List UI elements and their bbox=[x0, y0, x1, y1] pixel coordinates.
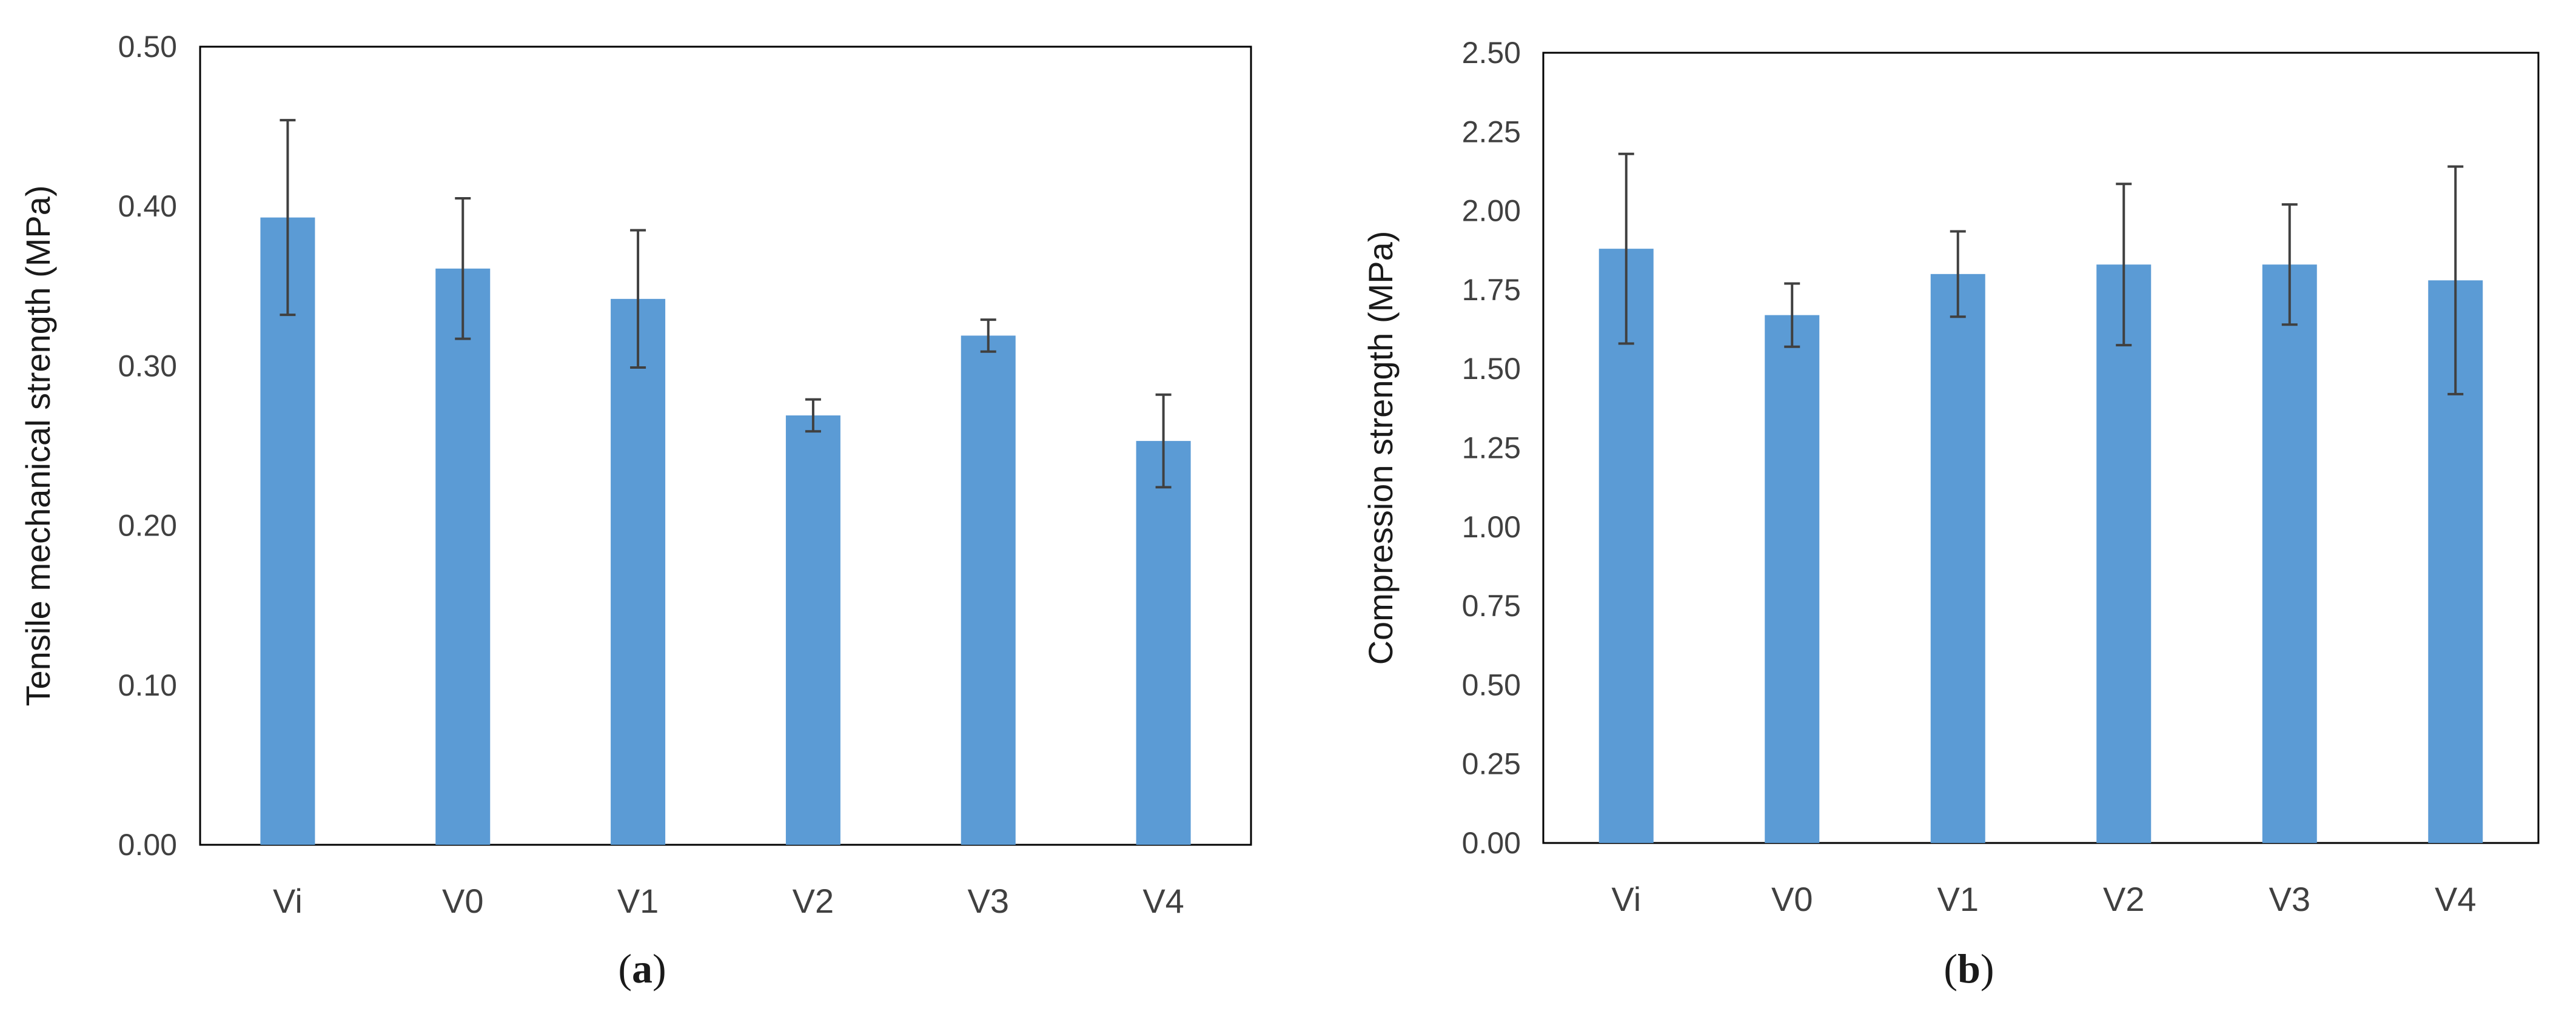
panel-label-a-letter: a bbox=[632, 945, 652, 992]
error-bar-V0 bbox=[455, 197, 471, 340]
plot-frame bbox=[1542, 52, 2540, 844]
panel-label-b-letter: b bbox=[1957, 945, 1981, 992]
error-bar-V4 bbox=[1155, 393, 1172, 489]
y-tick-label: 2.50 bbox=[1462, 36, 1521, 70]
y-tick-label: 0.00 bbox=[1462, 826, 1521, 860]
plot-frame bbox=[199, 45, 1252, 846]
bar-V1 bbox=[611, 298, 666, 845]
y-tick-label: 0.50 bbox=[1462, 668, 1521, 702]
y-tick-label: 1.25 bbox=[1462, 431, 1521, 465]
x-tick-label-V4: V4 bbox=[1142, 882, 1184, 920]
x-tick-label-V0: V0 bbox=[442, 882, 484, 920]
bar-V0 bbox=[435, 268, 491, 845]
y-tick-label: 2.25 bbox=[1462, 115, 1521, 149]
x-tick-label-V3: V3 bbox=[2269, 880, 2311, 918]
error-bar-V4 bbox=[2447, 165, 2464, 395]
error-bar-Vi bbox=[1618, 152, 1634, 345]
x-tick-label-V1: V1 bbox=[1937, 880, 1979, 918]
error-bar-V3 bbox=[2281, 203, 2298, 326]
bar-V2 bbox=[785, 415, 840, 845]
error-bar-V3 bbox=[980, 318, 996, 353]
y-tick-label: 0.10 bbox=[118, 668, 177, 702]
x-tick-label-Vi: Vi bbox=[1611, 880, 1641, 918]
bar-V1 bbox=[1930, 274, 1985, 844]
x-tick-label-V2: V2 bbox=[2103, 880, 2145, 918]
error-bar-V2 bbox=[805, 398, 821, 433]
x-tick-label-V3: V3 bbox=[968, 882, 1010, 920]
x-tick-label-Vi: Vi bbox=[273, 882, 303, 920]
y-tick-label: 1.00 bbox=[1462, 510, 1521, 544]
y-tick-label: 1.75 bbox=[1462, 273, 1521, 307]
y-tick-label: 0.00 bbox=[118, 828, 177, 862]
error-bar-V1 bbox=[630, 229, 646, 369]
x-tick-label-V1: V1 bbox=[617, 882, 659, 920]
x-tick-label-V2: V2 bbox=[793, 882, 834, 920]
chart-b-compression-strength: 0.00 0.25 0.50 0.75 1.00 1.25 1.50 1.75 2.00 2.25… bbox=[1361, 36, 2540, 918]
y-tick-label: 0.25 bbox=[1462, 747, 1521, 781]
panel-label-b: (b) bbox=[1944, 945, 1994, 992]
error-bar-V0 bbox=[1784, 282, 1800, 348]
x-tick-label-V4: V4 bbox=[2435, 880, 2477, 918]
y-tick-label: 0.40 bbox=[118, 189, 177, 223]
y-tick-label: 1.50 bbox=[1462, 352, 1521, 386]
chart-a-tensile-strength: 0.00 0.10 0.20 0.30 0.40 0.50 Tensile mechanic… bbox=[19, 30, 1252, 920]
y-tick-label: 0.50 bbox=[118, 30, 177, 64]
y-tick-label: 2.00 bbox=[1462, 194, 1521, 228]
error-bar-V2 bbox=[2116, 183, 2132, 347]
error-bar-Vi bbox=[280, 119, 296, 317]
y-axis-title: Tensile mechanical strength (MPa) bbox=[19, 185, 57, 706]
y-tick-label: 0.30 bbox=[118, 349, 177, 383]
panel-label-a: (a) bbox=[618, 945, 666, 992]
bar-V3 bbox=[2262, 264, 2317, 844]
y-axis-title: Compression strength (MPa) bbox=[1361, 231, 1400, 665]
bar-V4 bbox=[1136, 441, 1191, 845]
x-tick-label-V0: V0 bbox=[1771, 880, 1813, 918]
bar-V2 bbox=[2096, 264, 2152, 844]
bar-Vi bbox=[260, 217, 315, 845]
y-tick-label: 0.20 bbox=[118, 509, 177, 543]
bar-Vi bbox=[1598, 249, 1654, 843]
error-bar-V1 bbox=[1950, 230, 1966, 318]
y-tick-label: 0.75 bbox=[1462, 589, 1521, 623]
bar-V0 bbox=[1765, 315, 1820, 843]
bar-V3 bbox=[961, 335, 1016, 845]
